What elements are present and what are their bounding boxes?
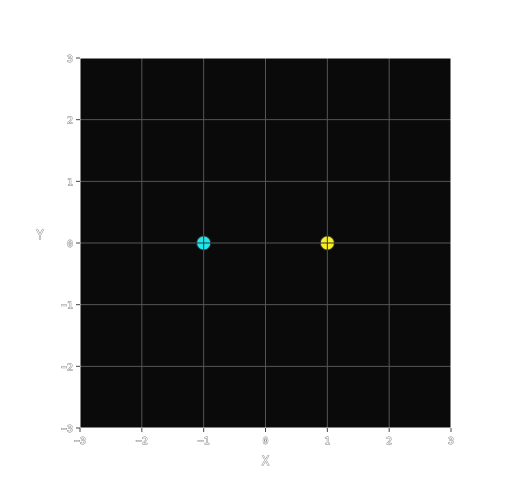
y-axis-label: Y bbox=[36, 228, 44, 242]
y-tick-label: 1 bbox=[67, 177, 73, 188]
x-tick-label: 1 bbox=[324, 436, 330, 447]
axis-ticks: −3 −2 −1 0 1 2 3 −3 −2 −1 0 1 2 3 bbox=[61, 54, 455, 448]
y-tick-label: 2 bbox=[67, 116, 73, 127]
y-tick-label: −3 bbox=[61, 424, 73, 435]
x-tick-label: −2 bbox=[136, 436, 148, 447]
y-tick-label: 0 bbox=[67, 239, 73, 250]
y-tick-label: −2 bbox=[61, 362, 73, 373]
data-point-1 bbox=[319, 235, 335, 251]
x-tick-label: −1 bbox=[198, 436, 210, 447]
data-points bbox=[196, 235, 335, 251]
x-tick-label: 0 bbox=[262, 436, 268, 447]
x-tick-label: −3 bbox=[74, 436, 86, 447]
x-tick-label: 2 bbox=[386, 436, 392, 447]
data-point-0 bbox=[196, 235, 212, 251]
x-axis-label: X bbox=[262, 454, 270, 468]
y-tick-label: −1 bbox=[61, 301, 73, 312]
y-tick-label: 3 bbox=[67, 54, 73, 65]
x-tick-label: 3 bbox=[448, 436, 454, 447]
